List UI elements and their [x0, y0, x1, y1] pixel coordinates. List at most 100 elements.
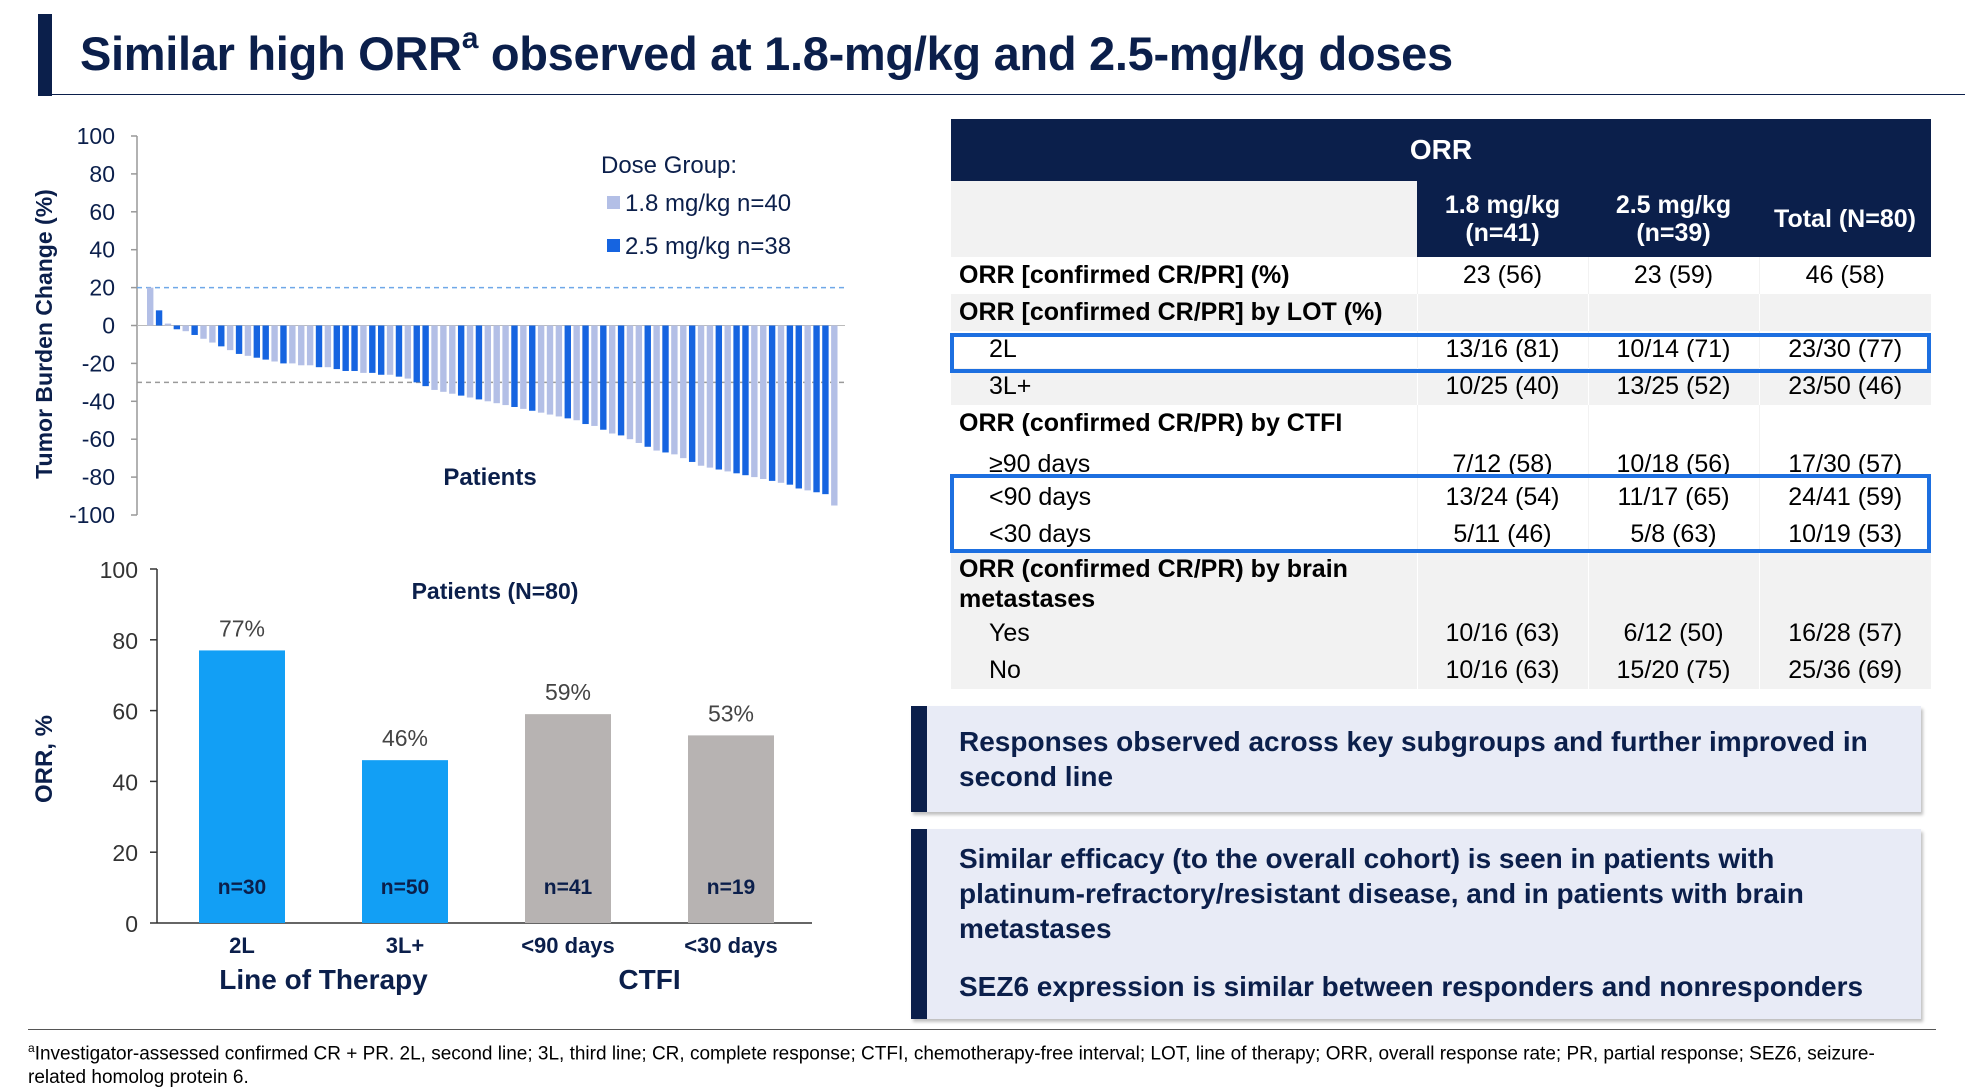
orr-bar: [199, 650, 285, 923]
y-tick-label: 20: [112, 840, 138, 866]
waterfall-bar: [182, 325, 189, 332]
waterfall-bar: [546, 325, 554, 415]
highlight-ctfi-rows: [950, 474, 1931, 553]
waterfall-bar: [635, 325, 643, 443]
y-tick-label: 0: [125, 911, 138, 937]
highlight-2l-row: [950, 333, 1931, 373]
orr-group-label: Line of Therapy: [219, 964, 428, 995]
table-row: Yes 10/16 (63) 6/12 (50) 16/28 (57): [951, 615, 1931, 652]
title-accent-bar: [38, 14, 52, 96]
y-tick-label: -60: [82, 426, 115, 452]
waterfall-bar: [342, 325, 349, 371]
waterfall-bar: [706, 325, 714, 468]
waterfall-bar: [413, 325, 420, 383]
orr-table: ORR 1.8 mg/kg (n=41) 2.5 mg/kg (n=39) Tota…: [951, 119, 1931, 689]
waterfall-bar: [697, 325, 705, 466]
y-tick-label: 40: [112, 769, 138, 795]
waterfall-bar: [369, 325, 376, 373]
table-row: ORR [confirmed CR/PR] (%) 23 (56) 23 (59…: [951, 257, 1931, 294]
waterfall-bar: [378, 325, 385, 375]
waterfall-bar: [386, 325, 394, 375]
waterfall-bar: [777, 325, 785, 483]
legend-swatch-2.5: [607, 239, 620, 252]
orr-value-label: 59%: [545, 679, 591, 705]
waterfall-bar: [164, 323, 172, 326]
y-tick-label: 100: [100, 557, 138, 583]
table-row: ≥90 days 7/12 (58) 10/18 (56) 17/30 (57): [951, 442, 1931, 479]
y-tick-label: -100: [69, 502, 115, 528]
y-tick-label: 0: [102, 313, 115, 339]
waterfall-bar: [457, 325, 465, 396]
waterfall-bar: [315, 325, 323, 368]
callout-box-2: Similar efficacy (to the overall cohort)…: [911, 829, 1921, 1019]
waterfall-bar: [813, 325, 820, 493]
waterfall-bar: [768, 325, 776, 481]
orr-bar: [525, 714, 611, 923]
waterfall-bar: [591, 325, 598, 426]
waterfall-bar: [209, 325, 216, 343]
waterfall-bar: [484, 325, 492, 402]
waterfall-bar: [289, 325, 296, 364]
waterfall-bar: [742, 325, 749, 476]
waterfall-bar: [529, 325, 536, 411]
waterfall-bar: [822, 325, 829, 495]
table-row: <90 days 13/24 (54) 11/17 (65) 24/41 (59…: [951, 479, 1931, 516]
orr-category-label: <30 days: [684, 933, 778, 958]
orr-y-label: ORR, %: [31, 715, 58, 803]
waterfall-bar: [173, 325, 181, 330]
orr-chart-title: Patients (N=80): [412, 578, 579, 604]
col-total: Total (N=80): [1759, 181, 1931, 257]
waterfall-bar: [804, 325, 811, 491]
waterfall-bar: [155, 310, 163, 326]
table-row: ORR (confirmed CR/PR) by brain metastase…: [951, 553, 1931, 615]
orr-bar-chart: ORR, % Patients (N=80) 100 80 60 40 20 0 77% n…: [31, 557, 812, 995]
waterfall-bar: [537, 325, 545, 413]
waterfall-bar: [715, 325, 723, 470]
waterfall-bar: [786, 325, 794, 485]
y-tick-label: 60: [89, 199, 115, 225]
callout-accent-bar: [911, 829, 927, 1019]
orr-group-label: CTFI: [618, 964, 680, 995]
waterfall-bar: [653, 325, 660, 451]
waterfall-bar: [582, 325, 589, 425]
legend-label-1.8: 1.8 mg/kg n=40: [625, 190, 791, 217]
waterfall-bar: [724, 325, 731, 472]
waterfall-bar: [449, 325, 456, 394]
waterfall-bar: [218, 325, 225, 347]
table-row: No 10/16 (63) 15/20 (75) 25/36 (69): [951, 652, 1931, 689]
waterfall-bar: [680, 325, 687, 459]
waterfall-bar: [795, 325, 802, 489]
callout-text-2b: SEZ6 expression is similar between respo…: [959, 971, 1864, 1002]
waterfall-bar: [431, 325, 438, 390]
waterfall-bar: [760, 325, 767, 479]
y-tick-label: 40: [89, 237, 115, 263]
y-tick-label: 80: [89, 161, 115, 187]
waterfall-bar: [324, 325, 332, 368]
orr-bar: [688, 735, 774, 923]
waterfall-bar: [440, 325, 447, 392]
orr-n-label: n=41: [544, 876, 593, 899]
waterfall-bar: [262, 325, 269, 360]
waterfall-bar: [147, 287, 154, 326]
orr-value-label: 46%: [382, 725, 428, 751]
waterfall-bar: [573, 325, 580, 421]
table-row: 2L 13/16 (81) 10/14 (71) 23/30 (77): [951, 331, 1931, 368]
waterfall-bar: [831, 325, 838, 506]
waterfall-bar: [244, 325, 252, 356]
table-row: ORR (confirmed CR/PR) by CTFI: [951, 405, 1931, 442]
col-2.5mgkg: 2.5 mg/kg (n=39): [1588, 181, 1759, 257]
y-tick-label: -80: [82, 464, 115, 490]
waterfall-chart: Tumor Burden Change (%) 100 80 60 40 20 0 -20 -…: [31, 123, 845, 528]
y-tick-label: 60: [112, 699, 138, 725]
legend-swatch-1.8: [607, 196, 620, 209]
waterfall-bar: [733, 325, 740, 474]
waterfall-bar: [404, 325, 412, 379]
waterfall-y-label: Tumor Burden Change (%): [31, 189, 57, 479]
waterfall-bar: [226, 325, 234, 351]
waterfall-bar: [626, 325, 634, 440]
callout-box-1: Responses observed across key subgroups …: [911, 706, 1921, 812]
callout-accent-bar: [911, 706, 927, 812]
y-tick-label: -20: [82, 350, 115, 376]
orr-value-label: 53%: [708, 700, 754, 726]
waterfall-bar: [564, 325, 571, 419]
